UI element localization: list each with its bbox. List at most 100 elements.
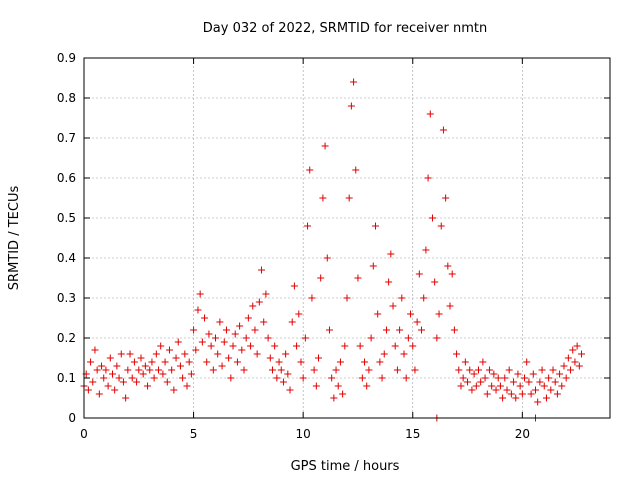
data-point	[400, 350, 408, 358]
data-point	[518, 390, 526, 398]
data-point	[575, 362, 583, 370]
gridlines	[84, 58, 610, 418]
data-point	[95, 390, 103, 398]
data-point	[527, 390, 535, 398]
data-point	[141, 362, 149, 370]
data-point	[350, 78, 358, 86]
data-point	[284, 370, 292, 378]
data-point	[420, 294, 428, 302]
x-tick-label: 5	[190, 427, 198, 441]
data-point	[104, 382, 112, 390]
data-point	[310, 366, 318, 374]
data-point	[398, 294, 406, 302]
data-point	[163, 378, 171, 386]
data-point	[187, 370, 195, 378]
data-point	[293, 342, 301, 350]
data-point	[411, 366, 419, 374]
y-tick-label: 0.1	[57, 371, 76, 385]
data-point	[225, 354, 233, 362]
data-point	[201, 314, 209, 322]
x-tick-label: 10	[296, 427, 311, 441]
data-point	[363, 382, 371, 390]
data-point	[369, 262, 377, 270]
data-point	[481, 374, 489, 382]
data-point	[343, 294, 351, 302]
data-point	[268, 366, 276, 374]
data-point	[152, 350, 160, 358]
data-point	[185, 358, 193, 366]
data-point	[361, 358, 369, 366]
data-point	[115, 374, 123, 382]
data-point	[578, 350, 586, 358]
data-point	[297, 358, 305, 366]
data-point	[111, 386, 119, 394]
data-point	[194, 306, 202, 314]
data-point	[135, 366, 143, 374]
data-point	[295, 310, 303, 318]
data-point	[255, 298, 263, 306]
data-point	[244, 314, 252, 322]
data-point	[470, 370, 478, 378]
data-point	[531, 386, 539, 394]
data-point	[516, 382, 524, 390]
x-tick-label: 0	[80, 427, 88, 441]
data-point	[494, 374, 502, 382]
data-point	[299, 374, 307, 382]
data-point	[198, 338, 206, 346]
data-point	[507, 390, 515, 398]
data-point	[122, 394, 130, 402]
data-point	[376, 358, 384, 366]
data-point	[98, 362, 106, 370]
data-point	[251, 326, 259, 334]
data-point	[437, 222, 445, 230]
data-point	[402, 374, 410, 382]
data-point	[413, 318, 421, 326]
data-point	[378, 374, 386, 382]
data-point	[170, 386, 178, 394]
data-point	[317, 274, 325, 282]
data-point	[264, 334, 272, 342]
data-point	[534, 398, 542, 406]
data-point	[212, 334, 219, 342]
x-tick-labels: 0 5 10 15 20	[80, 427, 530, 441]
data-point	[249, 302, 257, 310]
data-point	[428, 214, 436, 222]
data-point	[304, 222, 312, 230]
data-point	[238, 346, 246, 354]
data-point	[472, 382, 480, 390]
y-axis-title: SRMTID / TECUs	[7, 186, 22, 291]
data-point	[558, 382, 566, 390]
data-point	[209, 366, 217, 374]
data-point	[540, 382, 548, 390]
data-point	[336, 358, 344, 366]
data-point	[220, 338, 228, 346]
data-point	[334, 382, 342, 390]
data-point	[181, 350, 189, 358]
data-point	[510, 378, 518, 386]
chart-title: Day 032 of 2022, SRMTID for receiver nmt…	[203, 21, 487, 36]
data-point	[282, 350, 290, 358]
data-point	[503, 386, 511, 394]
data-point	[106, 354, 114, 362]
data-point	[179, 374, 187, 382]
data-point	[341, 342, 349, 350]
x-axis-title: GPS time / hours	[291, 459, 400, 474]
data-point	[148, 358, 156, 366]
data-point	[538, 366, 546, 374]
data-point	[354, 274, 362, 282]
data-point	[137, 354, 145, 362]
data-point	[556, 370, 564, 378]
data-point	[113, 362, 121, 370]
data-point	[190, 326, 198, 334]
data-point	[242, 334, 250, 342]
data-point	[496, 382, 504, 390]
data-point	[446, 302, 454, 310]
data-point	[488, 382, 496, 390]
x-tick-label: 15	[405, 427, 420, 441]
data-point	[227, 374, 235, 382]
data-point	[196, 290, 204, 298]
data-point	[492, 386, 500, 394]
data-point	[236, 322, 244, 330]
data-point	[155, 366, 163, 374]
